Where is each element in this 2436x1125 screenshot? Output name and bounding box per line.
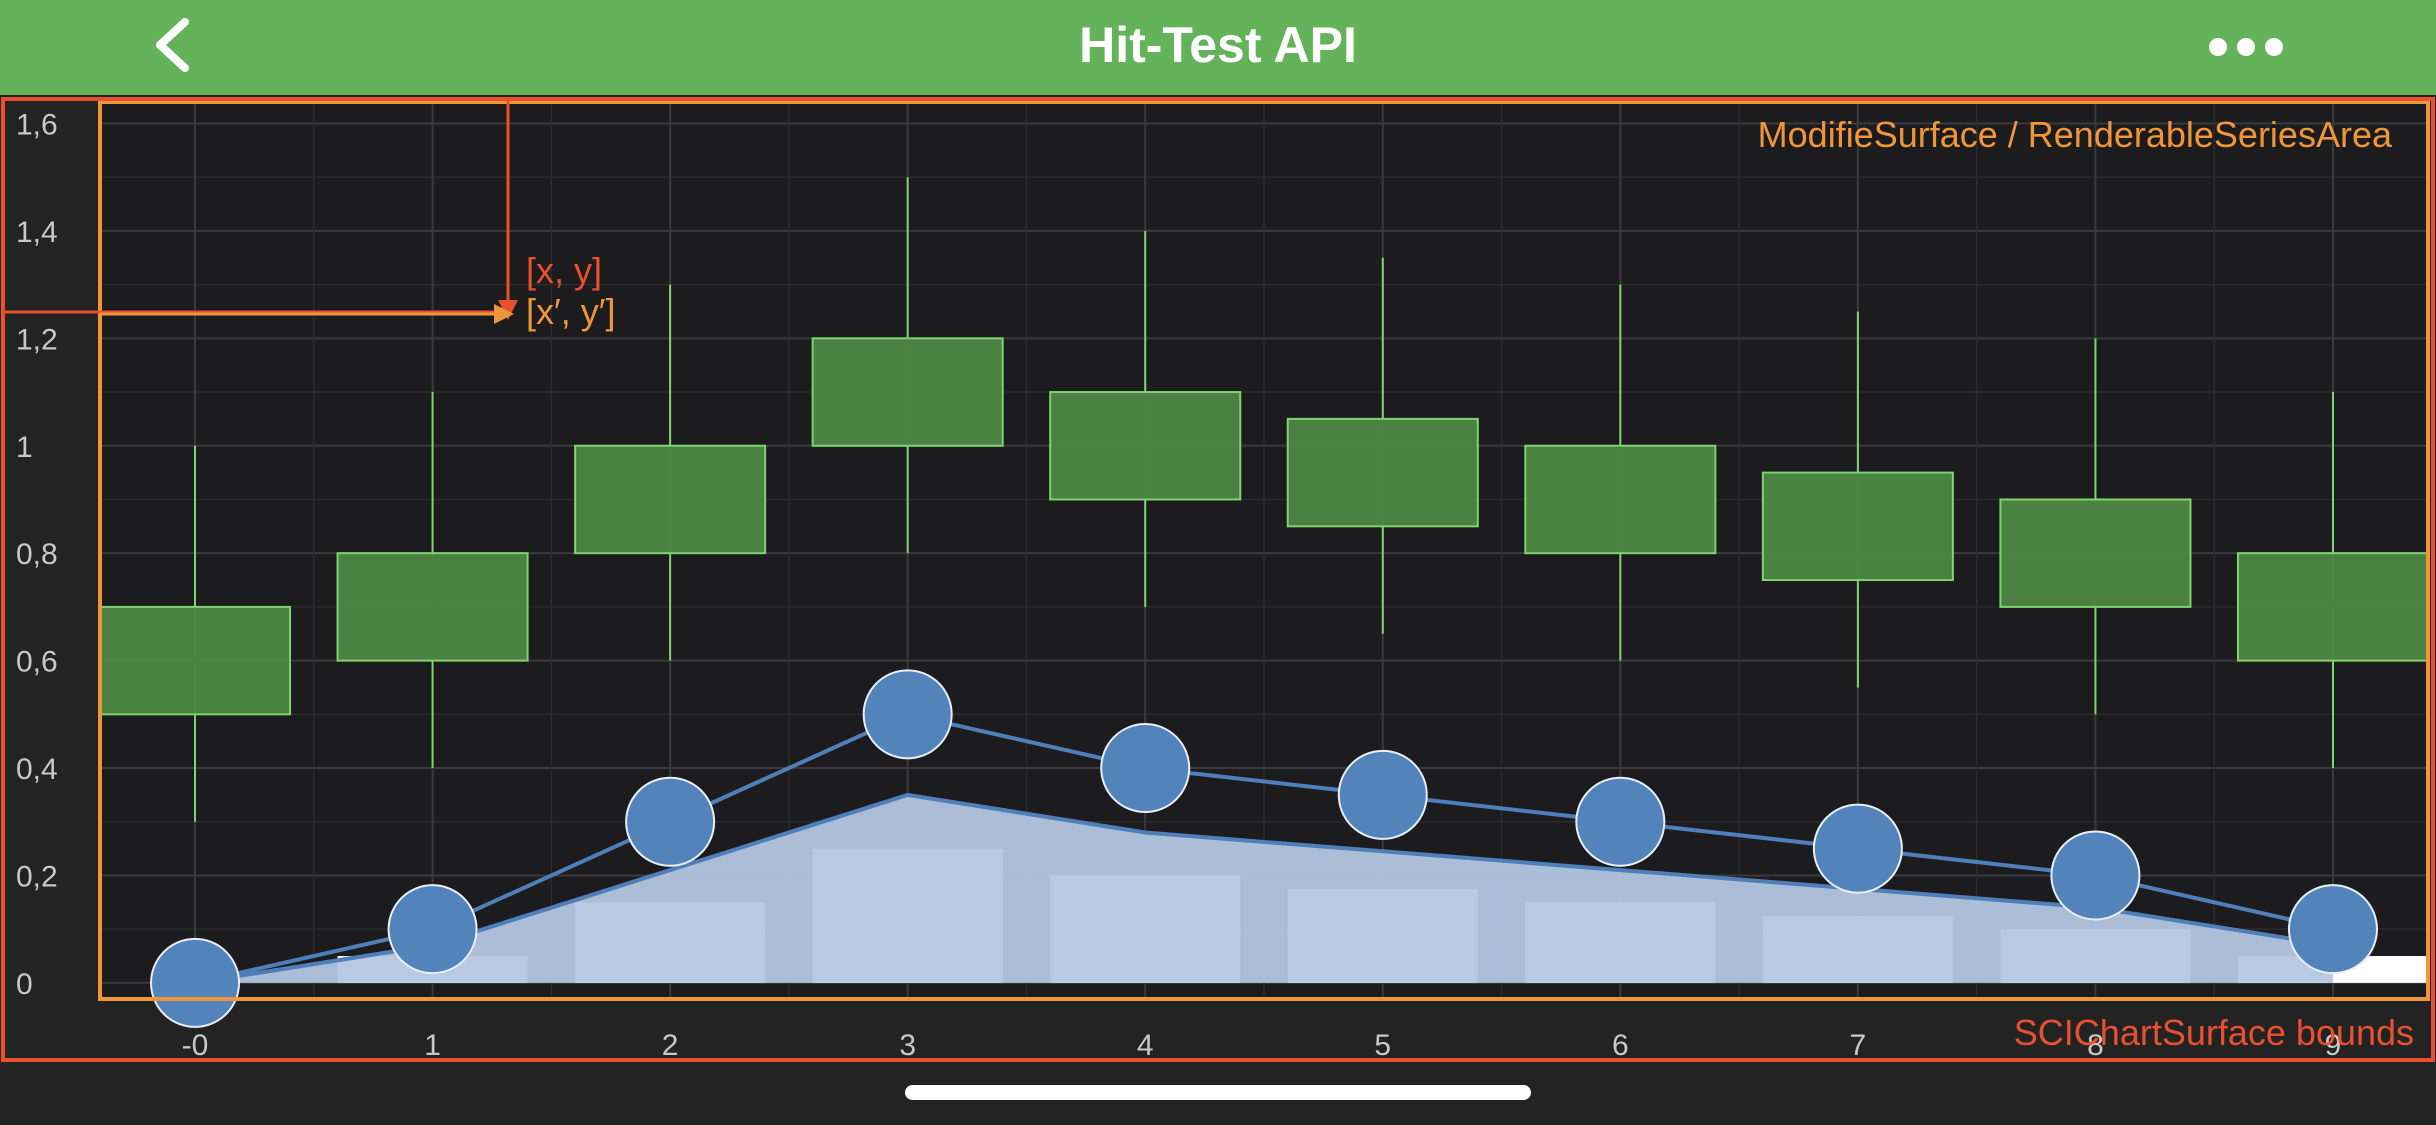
bubble-point[interactable] bbox=[1812, 803, 1903, 894]
candle-body bbox=[99, 605, 292, 716]
candlestick bbox=[1761, 311, 1954, 688]
page-title: Hit-Test API bbox=[1079, 17, 1357, 73]
y-tick-label: 0,6 bbox=[16, 646, 58, 679]
bubble-point[interactable] bbox=[2287, 884, 2378, 975]
candle-body bbox=[1999, 498, 2192, 608]
ellipsis-icon bbox=[2209, 38, 2283, 56]
bubble-point[interactable] bbox=[625, 776, 716, 867]
back-button[interactable] bbox=[140, 10, 210, 80]
modifier-surface-label: ModifieSurface / RenderableSeriesArea bbox=[1758, 114, 2393, 155]
home-indicator bbox=[905, 1085, 1531, 1100]
candle-body bbox=[574, 444, 767, 555]
hit-point-label: [x, y] bbox=[526, 250, 602, 291]
mountain-area bbox=[195, 794, 2333, 983]
y-tick-label: 1,4 bbox=[16, 216, 58, 249]
hit-point-prime-label: [x′, y′] bbox=[526, 291, 616, 332]
x-tick-label: 5 bbox=[1374, 1029, 1391, 1062]
more-button[interactable] bbox=[2206, 22, 2286, 72]
candlestick bbox=[574, 284, 767, 661]
candle-body bbox=[1286, 417, 1479, 528]
nav-bar: Hit-Test API bbox=[0, 0, 2436, 95]
x-tick-label: 8 bbox=[2087, 1029, 2104, 1062]
candlestick bbox=[1524, 284, 1717, 661]
candlestick bbox=[1286, 257, 1479, 634]
candle-body bbox=[1761, 471, 1954, 582]
modifier-surface-border bbox=[98, 100, 2430, 1001]
candle-body bbox=[1524, 444, 1717, 555]
x-tick-label: 6 bbox=[1612, 1029, 1629, 1062]
candle-body bbox=[1049, 391, 1242, 501]
arrow-head-right bbox=[494, 304, 514, 324]
bubble-point[interactable] bbox=[2050, 830, 2141, 921]
candle-body bbox=[811, 337, 1004, 447]
y-tick-label: 0,8 bbox=[16, 538, 58, 571]
candle-body bbox=[336, 552, 529, 662]
y-tick-label: 1,6 bbox=[16, 108, 58, 141]
y-tick-label: 0 bbox=[16, 968, 33, 1001]
candlestick bbox=[99, 445, 292, 822]
chart-surface[interactable]: 0 0,2 0,4 0,6 0,8 1 1,2 1,4 1,6 -0 1 2 3 4 5 6 7 8 9 [x, … bbox=[0, 95, 2436, 1065]
x-tick-label: 4 bbox=[1137, 1029, 1154, 1062]
candlestick bbox=[811, 177, 1004, 554]
bubble-point[interactable] bbox=[387, 884, 478, 975]
bubble-point[interactable] bbox=[1100, 723, 1191, 814]
line-series bbox=[194, 712, 2334, 985]
x-tick-label: 3 bbox=[899, 1029, 916, 1062]
y-tick-label: 1 bbox=[16, 431, 33, 464]
y-tick-label: 0,2 bbox=[16, 860, 58, 893]
x-tick-label: 1 bbox=[424, 1029, 441, 1062]
candle-body bbox=[2236, 552, 2430, 662]
chevron-left-icon bbox=[156, 18, 189, 72]
chart-svg[interactable]: 0 0,2 0,4 0,6 0,8 1 1,2 1,4 1,6 -0 1 2 3 4 5 6 7 8 9 [x, … bbox=[0, 95, 2436, 1065]
candlestick bbox=[1999, 338, 2192, 715]
x-tick-label: 7 bbox=[1850, 1029, 1867, 1062]
bubble-point[interactable] bbox=[862, 669, 953, 760]
chart-surface-label: SCIChartSurface bounds bbox=[2014, 1012, 2414, 1053]
chart-surface-border bbox=[1, 97, 2435, 1062]
bubble-point[interactable] bbox=[150, 937, 241, 1028]
y-tick-label: 0,4 bbox=[16, 753, 58, 786]
candlestick bbox=[1049, 230, 1242, 607]
x-tick-label: 2 bbox=[662, 1029, 679, 1062]
arrow-head-down bbox=[498, 300, 518, 320]
bubble-point[interactable] bbox=[1337, 749, 1428, 840]
bubble-point[interactable] bbox=[1575, 776, 1666, 867]
x-tick-label: 9 bbox=[2325, 1029, 2342, 1062]
candlestick bbox=[336, 392, 529, 769]
x-tick-label: -0 bbox=[182, 1029, 209, 1062]
y-tick-label: 1,2 bbox=[16, 323, 58, 356]
mountain-line bbox=[194, 792, 2334, 985]
